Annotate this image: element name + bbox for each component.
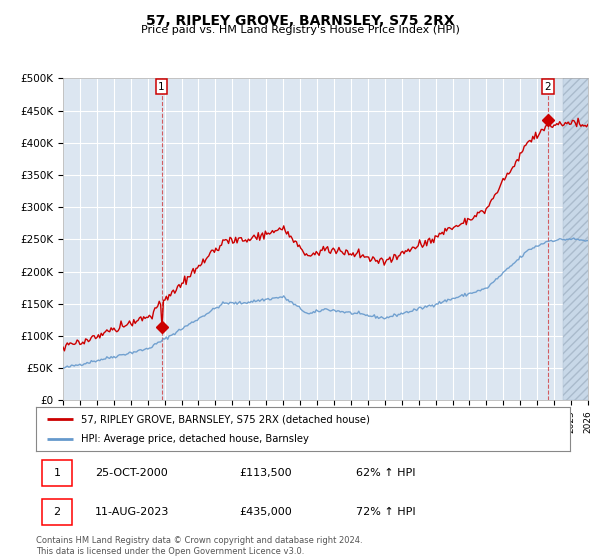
Text: HPI: Average price, detached house, Barnsley: HPI: Average price, detached house, Barn… bbox=[82, 435, 309, 445]
Text: 57, RIPLEY GROVE, BARNSLEY, S75 2RX (detached house): 57, RIPLEY GROVE, BARNSLEY, S75 2RX (det… bbox=[82, 414, 370, 424]
Text: 2: 2 bbox=[544, 82, 551, 92]
Text: £435,000: £435,000 bbox=[239, 507, 292, 517]
Text: 1: 1 bbox=[158, 82, 165, 92]
Text: 11-AUG-2023: 11-AUG-2023 bbox=[95, 507, 169, 517]
Text: 1: 1 bbox=[53, 468, 61, 478]
Bar bbox=[563, 78, 590, 400]
Text: 72% ↑ HPI: 72% ↑ HPI bbox=[356, 507, 416, 517]
Text: £113,500: £113,500 bbox=[239, 468, 292, 478]
Text: 57, RIPLEY GROVE, BARNSLEY, S75 2RX: 57, RIPLEY GROVE, BARNSLEY, S75 2RX bbox=[146, 14, 454, 28]
FancyBboxPatch shape bbox=[43, 499, 72, 525]
Text: 2: 2 bbox=[53, 507, 61, 517]
Text: 25-OCT-2000: 25-OCT-2000 bbox=[95, 468, 167, 478]
Text: 62% ↑ HPI: 62% ↑ HPI bbox=[356, 468, 416, 478]
Text: Price paid vs. HM Land Registry's House Price Index (HPI): Price paid vs. HM Land Registry's House … bbox=[140, 25, 460, 35]
Text: Contains HM Land Registry data © Crown copyright and database right 2024.
This d: Contains HM Land Registry data © Crown c… bbox=[36, 536, 362, 556]
FancyBboxPatch shape bbox=[43, 460, 72, 486]
